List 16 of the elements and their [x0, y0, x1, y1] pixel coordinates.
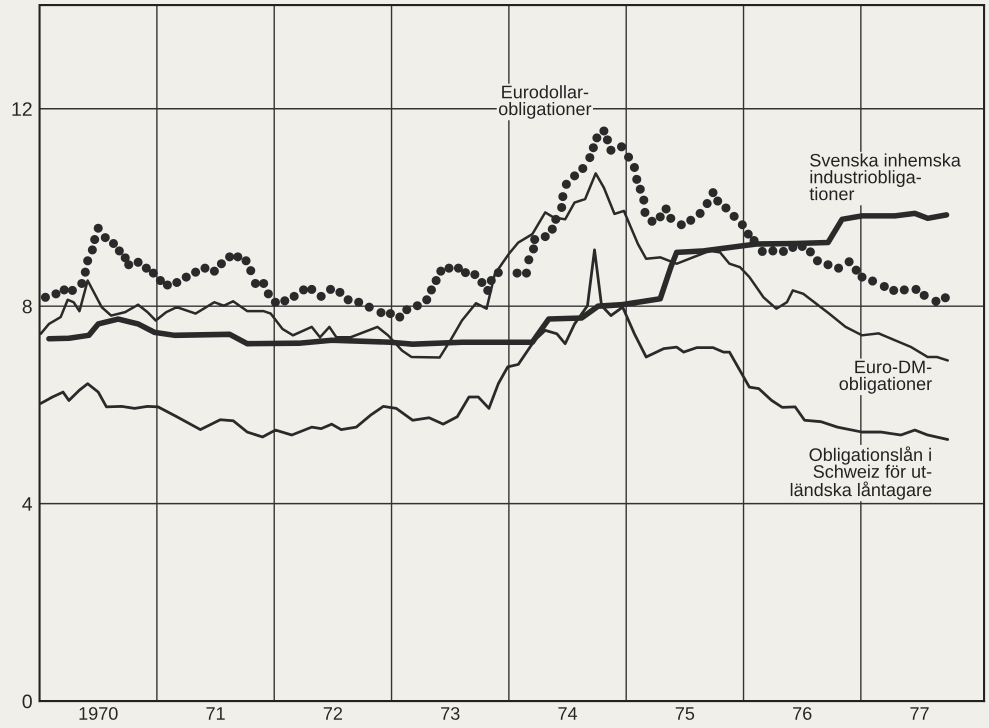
x-tick-label: 73	[441, 707, 460, 720]
x-tick-label: 72	[324, 707, 342, 720]
x-tick-label: 74	[558, 707, 578, 720]
y-tick-label: 0	[22, 694, 32, 708]
y-tick-label: 4	[22, 497, 32, 511]
series-label: Svenska inhemska industriobliga- tioner	[810, 153, 961, 200]
series-label: Obligationslån i Schweiz för ut- ländska låntagare	[790, 446, 932, 500]
y-tick-label: 8	[22, 300, 32, 314]
x-tick-label: 75	[676, 707, 694, 720]
series-label: Eurodollar- obligationer	[498, 85, 592, 119]
y-tick-label: 12	[12, 102, 32, 116]
x-tick-label: 71	[206, 707, 225, 720]
x-tick-label: 76	[793, 707, 812, 720]
x-tick-label: 1970	[80, 707, 118, 720]
series-label: Euro-DM- obligationer	[840, 360, 932, 394]
x-tick-label: 77	[910, 707, 929, 720]
